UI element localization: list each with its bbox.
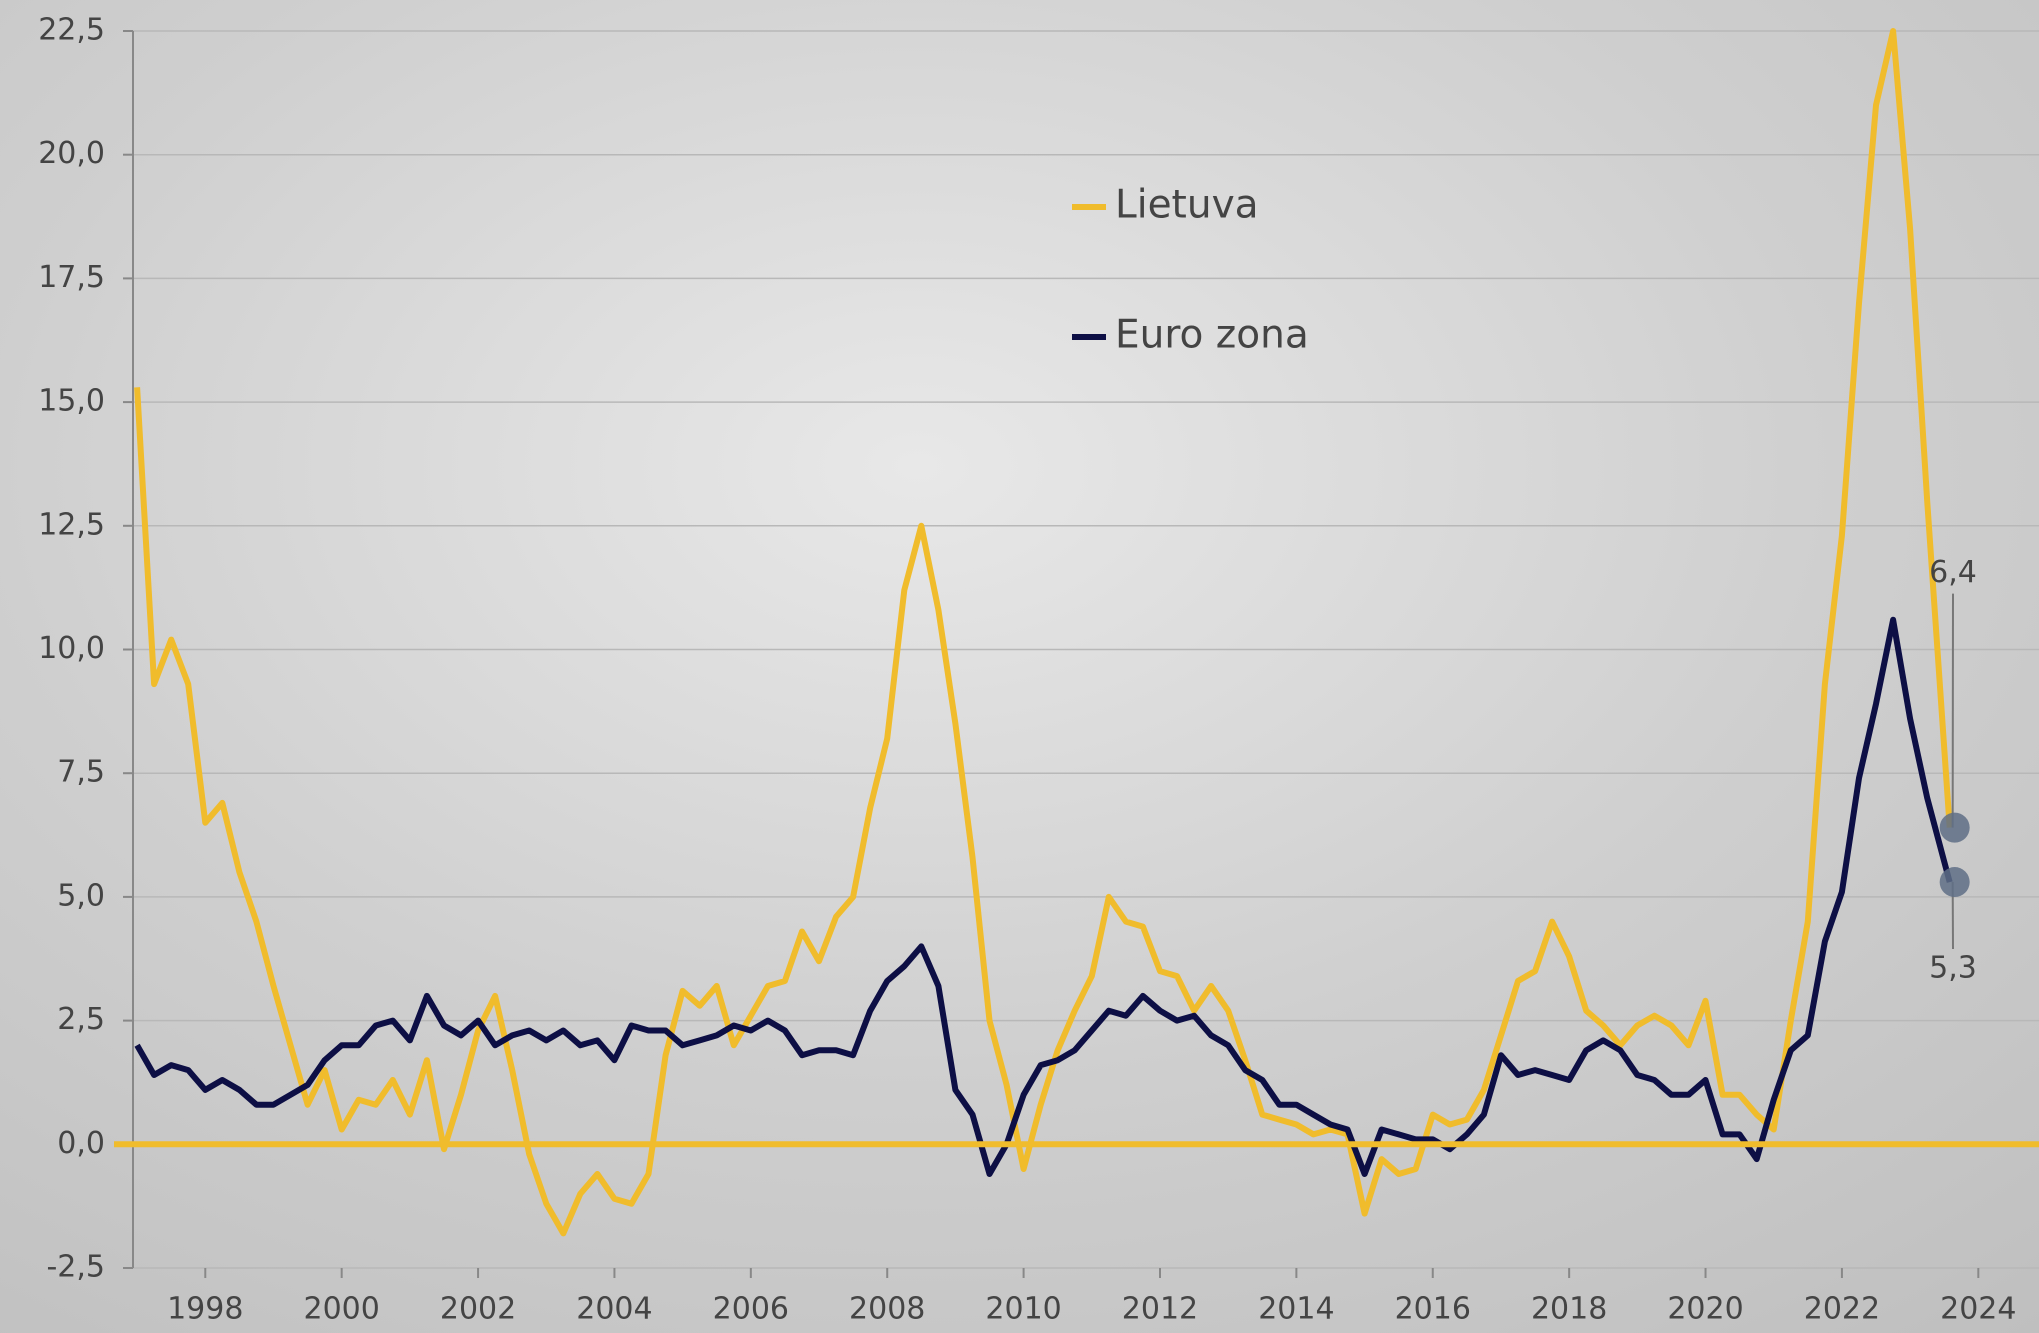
y-tick-label: 0,0 bbox=[57, 1126, 105, 1161]
legend-label: Euro zona bbox=[1115, 313, 1309, 358]
x-tick-label: 2012 bbox=[1122, 1292, 1198, 1327]
annotation-label: 6,4 bbox=[1929, 555, 1977, 590]
x-tick-label: 2016 bbox=[1395, 1292, 1471, 1327]
legend-label: Lietuva bbox=[1115, 183, 1259, 228]
x-tick-label: 2002 bbox=[440, 1292, 516, 1327]
y-tick-label: 2,5 bbox=[57, 1002, 105, 1037]
x-tick-label: 2008 bbox=[849, 1292, 925, 1327]
annotation-marker bbox=[1940, 867, 1970, 897]
annotation-marker bbox=[1940, 813, 1970, 843]
y-tick-label: 10,0 bbox=[38, 631, 105, 666]
x-tick-label: 2006 bbox=[713, 1292, 789, 1327]
y-tick-label: 12,5 bbox=[38, 507, 105, 542]
annotation-label: 5,3 bbox=[1929, 951, 1977, 986]
x-tick-label: 2018 bbox=[1531, 1292, 1607, 1327]
x-tick-label: 2014 bbox=[1258, 1292, 1334, 1327]
y-tick-label: 15,0 bbox=[38, 384, 105, 419]
x-tick-label: 2024 bbox=[1940, 1292, 2016, 1327]
y-tick-label: 22,5 bbox=[38, 13, 105, 48]
y-tick-label: -2,5 bbox=[46, 1250, 105, 1285]
x-tick-label: 2000 bbox=[303, 1292, 379, 1327]
chart: -2,5 0,0 2,5 5,0 7,5 10,0 12,5 15,0 17,5 20,0 22,5… bbox=[0, 0, 2039, 1333]
x-tick-label: 2020 bbox=[1667, 1292, 1743, 1327]
x-tick-label: 2022 bbox=[1804, 1292, 1880, 1327]
y-tick-label: 7,5 bbox=[57, 755, 105, 790]
x-tick-label: 2010 bbox=[985, 1292, 1061, 1327]
x-tick-label: 1998 bbox=[167, 1292, 243, 1327]
x-tick-label: 2004 bbox=[576, 1292, 652, 1327]
y-tick-label: 17,5 bbox=[38, 260, 105, 295]
y-tick-label: 5,0 bbox=[57, 878, 105, 913]
y-tick-label: 20,0 bbox=[38, 136, 105, 171]
